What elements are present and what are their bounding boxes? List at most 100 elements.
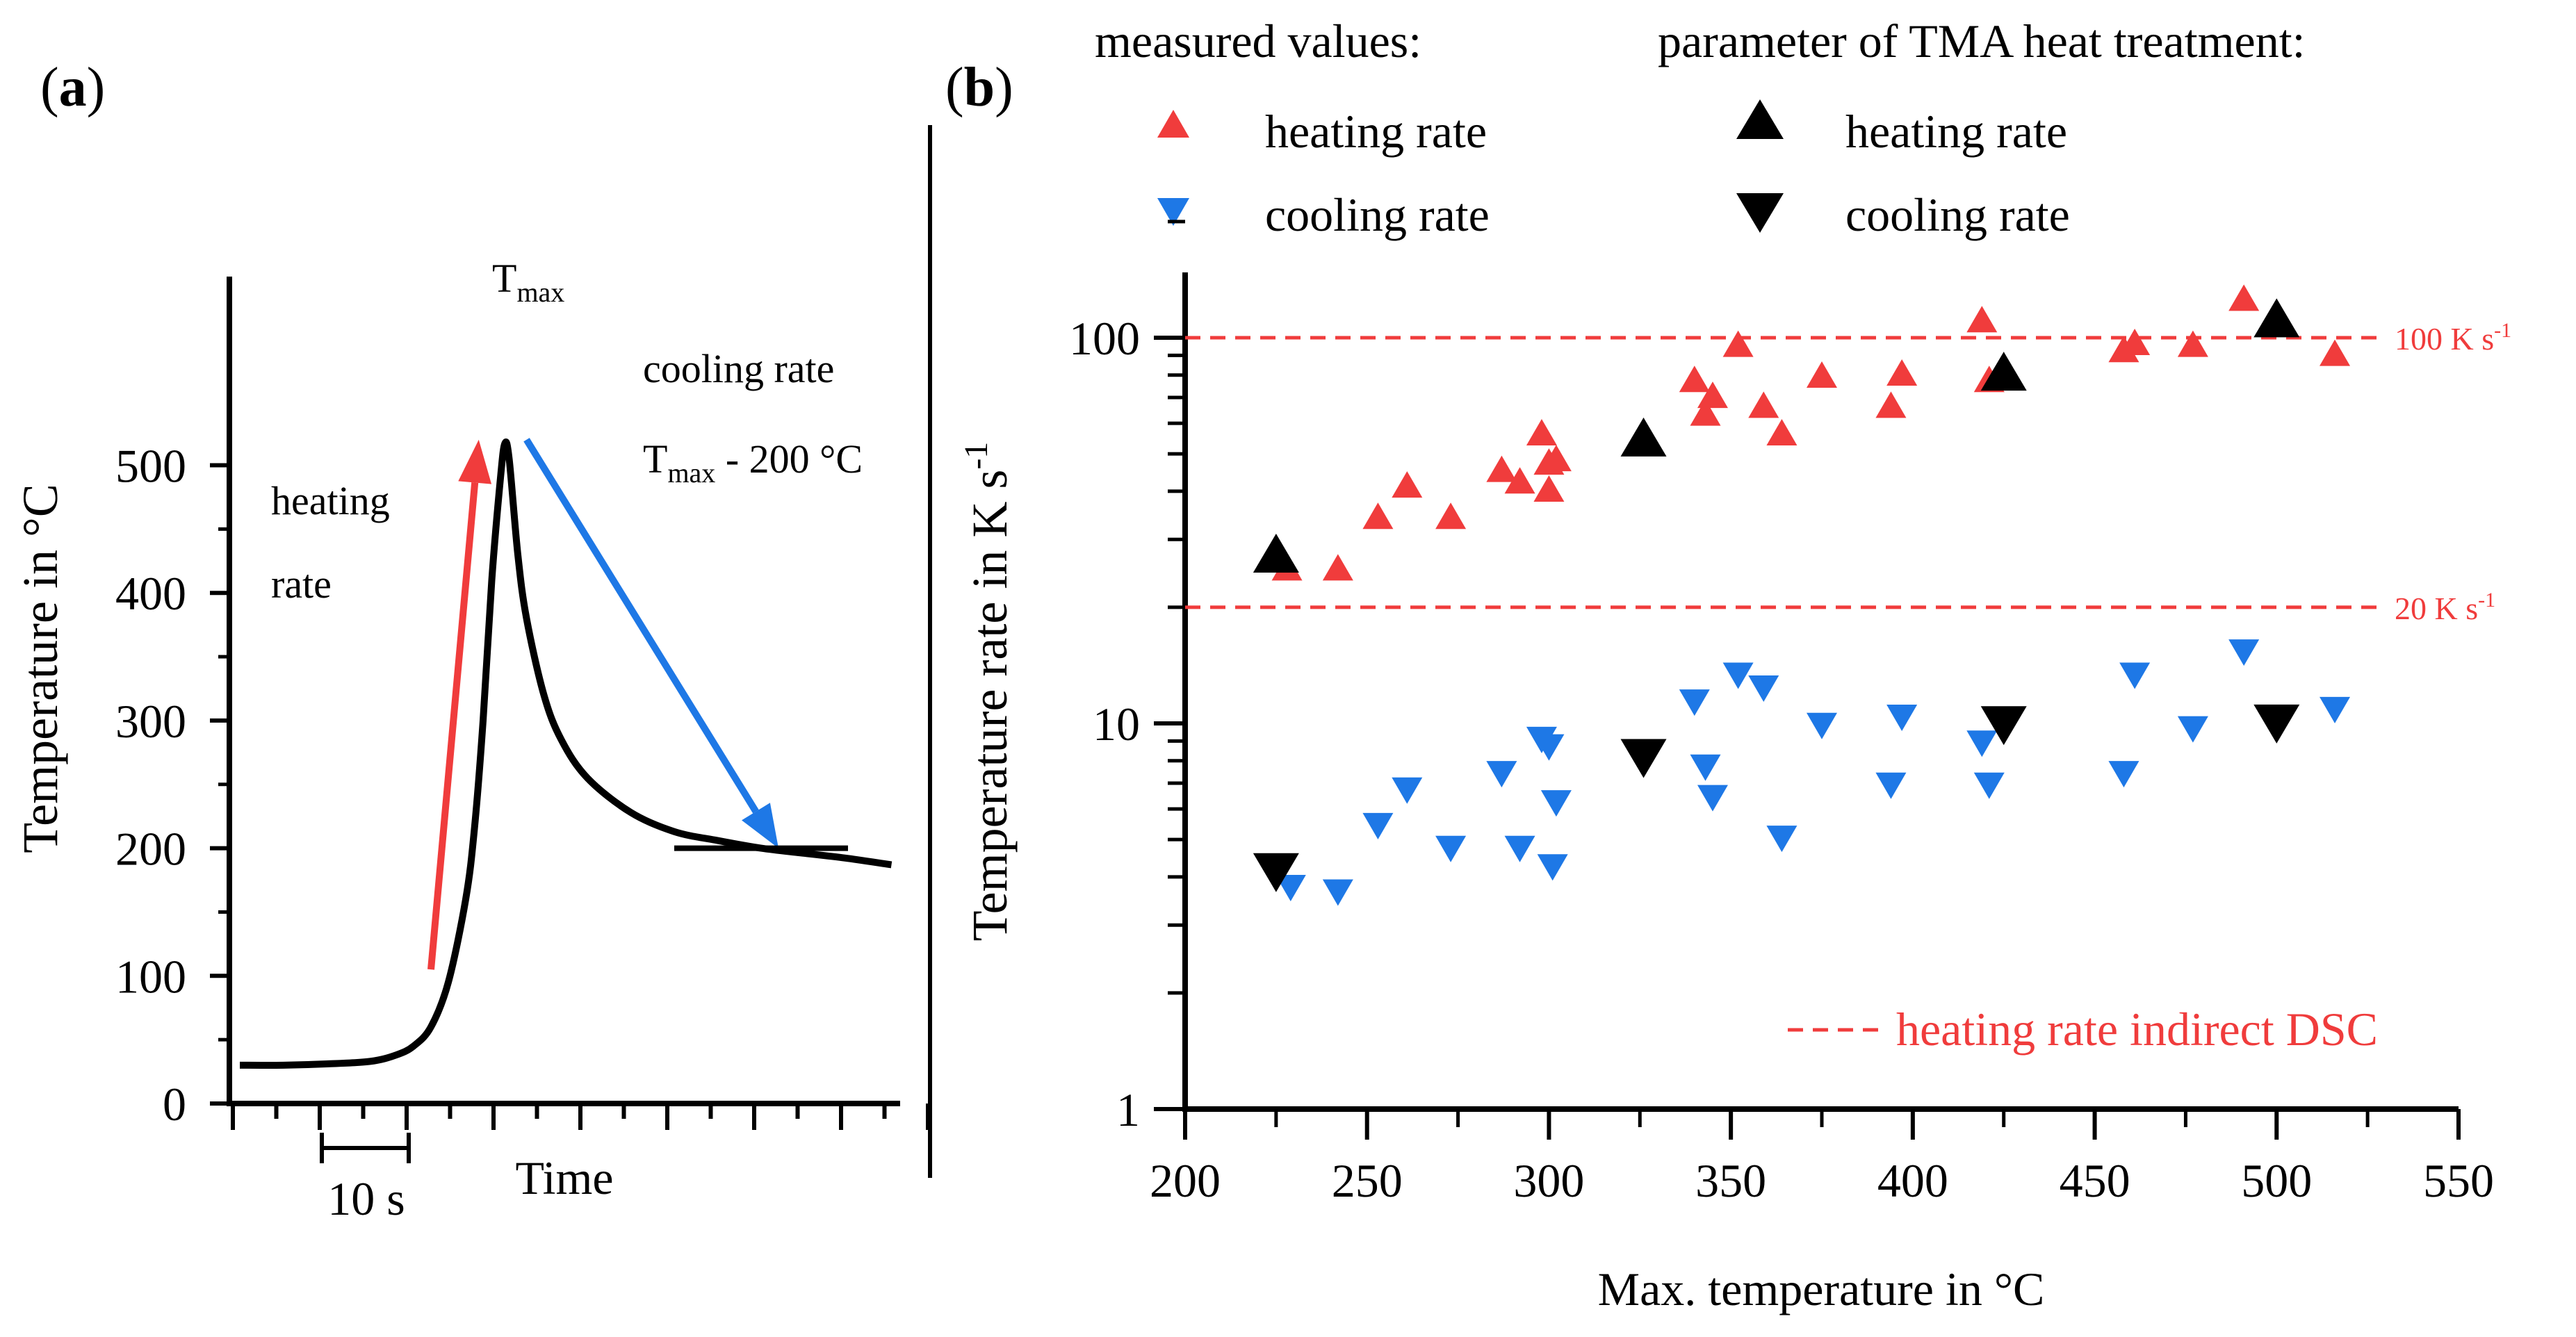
x-tick-label: 250 <box>1332 1154 1403 1207</box>
y-tick-label: 1 <box>1116 1083 1140 1136</box>
tma-cooling-point <box>1253 853 1299 892</box>
measured-heating-point <box>1766 418 1798 445</box>
measured-cooling-point <box>1966 730 1998 757</box>
measured-cooling-point <box>1504 835 1535 862</box>
measured-cooling-point <box>1322 879 1353 906</box>
measured-heating-point <box>1679 366 1710 393</box>
measured-heating-point <box>2320 339 2351 366</box>
measured-cooling-point <box>1766 826 1798 853</box>
measured-heating-point <box>1690 399 1721 426</box>
y-tick-label: 200 <box>115 823 186 876</box>
measured-cooling-point <box>1540 790 1572 817</box>
measured-cooling-point <box>1807 712 1837 739</box>
legend-param-heating: heating rate <box>1845 105 2067 158</box>
x-tick-label: 350 <box>1695 1154 1766 1207</box>
measured-cooling-point <box>1875 772 1907 799</box>
tmax-label: Tmax <box>492 256 564 308</box>
measured-heating-point <box>1886 359 1918 386</box>
scale-bar <box>320 1133 411 1163</box>
panel-a: (a) 0 100 200 300 400 500 Temperature in °C T… <box>13 57 930 1225</box>
measured-cooling-point <box>1275 875 1306 902</box>
measured-cooling-point <box>1697 785 1728 812</box>
measured-heating-point <box>1807 361 1837 388</box>
cooling-arrow <box>523 438 759 814</box>
heating-arrow <box>427 482 479 970</box>
y-tick-label: 0 <box>163 1078 186 1131</box>
x-tick-label: 550 <box>2423 1154 2494 1207</box>
measured-heating-point <box>1722 330 1754 357</box>
measured-cooling-point <box>1362 812 1394 839</box>
x-tick-label: 400 <box>1877 1154 1948 1207</box>
measured-cooling-point <box>1486 761 1517 788</box>
panel-a-y-ticks: 0 100 200 300 400 500 <box>115 440 229 1131</box>
tma-cooling-point <box>1620 739 1667 778</box>
measured-heating-point <box>1540 445 1572 472</box>
measured-cooling-point <box>1392 777 1423 804</box>
dsc-legend-label: heating rate indirect DSC <box>1896 1003 2378 1056</box>
y-tick-label: 300 <box>115 695 186 748</box>
scatter-points <box>1253 284 2351 906</box>
measured-cooling-point <box>2177 716 2208 743</box>
scale-bar-label: 10 s <box>327 1172 405 1225</box>
y-tick-label: 100 <box>115 950 186 1003</box>
measured-heating-point <box>1392 471 1423 498</box>
x-tick-label: 450 <box>2060 1154 2130 1207</box>
tma-heating-point <box>2253 298 2300 338</box>
ref-line-100-label: 100 K s-1 <box>2395 319 2511 356</box>
measured-heating-point <box>1435 502 1467 530</box>
measured-heating-point <box>1486 455 1517 482</box>
measured-heating-point <box>1533 475 1565 502</box>
measured-cooling-point <box>1435 835 1467 862</box>
ref-line-20-label: 20 K s-1 <box>2395 589 2495 626</box>
tma-heating-point <box>1253 533 1299 573</box>
measured-cooling-point <box>1537 854 1568 881</box>
measured-cooling-point <box>2320 696 2351 723</box>
panel-b-y-label: Temperature rate in K s-1 <box>958 442 1018 942</box>
y-tick-label: 10 <box>1093 698 1140 750</box>
measured-heating-point <box>2177 330 2208 357</box>
measured-cooling-point <box>2108 761 2139 788</box>
y-tick-label: 100 <box>1069 312 1140 365</box>
measured-heating-point <box>1875 391 1907 418</box>
x-tick-label: 300 <box>1513 1154 1584 1207</box>
legend-param-cooling: cooling rate <box>1845 188 2070 241</box>
cooling-text-1: cooling rate <box>643 346 834 391</box>
measured-heating-point <box>1504 467 1535 494</box>
heating-arrow-head <box>458 439 492 484</box>
measured-cooling-point <box>1748 675 1779 703</box>
legend-black-up-marker <box>1736 99 1784 139</box>
legend-red-up-marker <box>1157 110 1189 138</box>
measured-cooling-point <box>1690 754 1721 781</box>
legend-blue-down-marker <box>1157 198 1189 226</box>
measured-cooling-point <box>1722 662 1754 689</box>
measured-heating-point <box>1966 306 1998 333</box>
panel-a-x-label: Time <box>515 1151 613 1204</box>
measured-heating-point <box>1526 418 1557 445</box>
legend: measured values: parameter of TMA heat t… <box>1095 15 2305 241</box>
measured-cooling-point <box>2119 662 2151 689</box>
measured-heating-point <box>2228 284 2260 311</box>
measured-heating-point <box>2119 329 2151 356</box>
y-tick-label: 400 <box>115 567 186 620</box>
legend-black-down-marker <box>1736 193 1784 233</box>
measured-heating-point <box>1697 382 1728 409</box>
tma-cooling-point <box>2253 704 2300 744</box>
panel-a-x-ticks <box>231 1104 930 1130</box>
measured-cooling-point <box>1533 734 1565 761</box>
cooling-text-2: Tmax - 200 °C <box>643 436 863 489</box>
measured-cooling-point <box>1886 705 1918 732</box>
panel-b: (b) measured values: parameter of TMA he… <box>945 15 2511 1315</box>
measured-cooling-point <box>1973 772 2005 799</box>
panel-a-label: (a) <box>40 57 105 118</box>
panel-b-x-label: Max. temperature in °C <box>1598 1263 2045 1315</box>
tma-cooling-point <box>1980 706 2027 746</box>
heating-text-1: heating <box>271 478 390 523</box>
temperature-curve <box>239 438 892 1069</box>
measured-cooling-point <box>2228 639 2260 666</box>
cooling-arrow-head <box>742 803 778 848</box>
panel-b-label: (b) <box>945 57 1013 118</box>
panel-b-x-ticks: 200 250 300 350 400 450 500 550 <box>1150 1109 2494 1207</box>
measured-heating-point <box>1362 502 1394 530</box>
x-tick-label: 200 <box>1150 1154 1221 1207</box>
